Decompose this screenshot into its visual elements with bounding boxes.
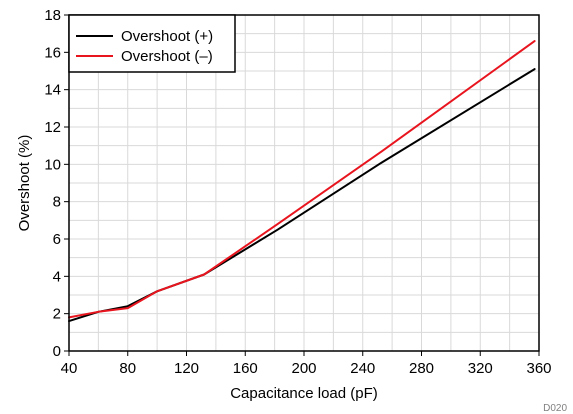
- y-tick-label: 12: [44, 119, 61, 136]
- x-tick-label: 80: [119, 360, 136, 377]
- figure-id: D020: [543, 403, 567, 414]
- x-tick-label: 160: [233, 360, 258, 377]
- y-tick-label: 4: [53, 268, 61, 285]
- y-tick-label: 16: [44, 44, 61, 61]
- y-axis-label: Overshoot (%): [16, 135, 33, 232]
- tick-marks: [64, 14, 540, 356]
- x-tick-label: 320: [468, 360, 493, 377]
- legend-box: [68, 14, 236, 73]
- y-tick-label: 6: [53, 231, 61, 248]
- x-axis-label: Capacitance load (pF): [230, 385, 378, 402]
- y-tick-label: 18: [44, 7, 61, 24]
- y-tick-label: 8: [53, 194, 61, 211]
- y-tick-label: 2: [53, 306, 61, 323]
- tick-labels: 40 80 120 160 200 240 280 320 360 0 2 4 6 8 10 12 14 16 18: [44, 7, 551, 377]
- x-tick-label: 360: [526, 360, 551, 377]
- x-tick-label: 40: [61, 360, 78, 377]
- x-tick-label: 240: [350, 360, 375, 377]
- x-tick-label: 280: [409, 360, 434, 377]
- legend-label-overshoot-plus: Overshoot (+): [121, 28, 213, 45]
- legend: Overshoot (+) Overshoot (–): [68, 14, 236, 73]
- x-tick-label: 120: [174, 360, 199, 377]
- y-tick-label: 14: [44, 82, 61, 99]
- x-tick-label: 200: [291, 360, 316, 377]
- series-lines: [68, 40, 536, 323]
- legend-label-overshoot-minus: Overshoot (–): [121, 48, 213, 65]
- series-line-overshoot-minus: [68, 40, 536, 319]
- y-tick-label: 0: [53, 343, 61, 360]
- y-tick-label: 10: [44, 156, 61, 173]
